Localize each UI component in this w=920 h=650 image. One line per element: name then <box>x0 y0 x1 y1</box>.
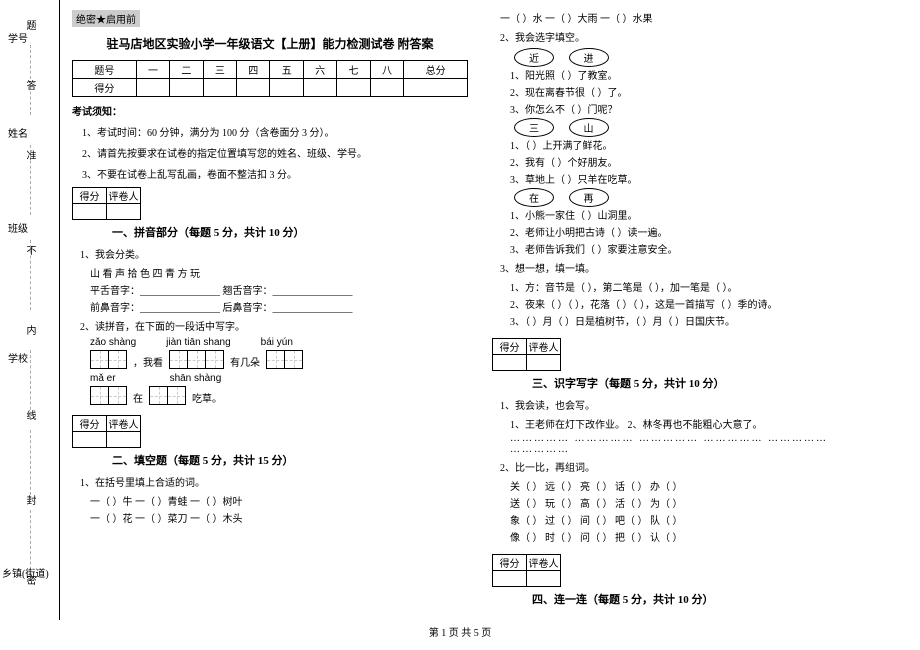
char-boxes-row: 在 吃草。 <box>90 386 468 405</box>
row-label: 得分 <box>73 79 137 97</box>
margin-inner: 线 <box>22 410 37 428</box>
confidential-stamp: 绝密★启用前 <box>72 10 140 27</box>
right-column: 一（ ）水 一（ ）大雨 一（ ）水果 2、我会选字填空。 近 进 1、阳光照（… <box>480 0 900 620</box>
q1-1-line: 平舌音字：________________ 翘舌音字：_____________… <box>90 282 468 297</box>
exam-rules: 1、考试时间：60 分钟，满分为 100 分（含卷面分 3 分）。 2、请首先按… <box>82 124 468 181</box>
q2-1: 1、在括号里填上合适的词。 <box>80 474 468 489</box>
th: 题号 <box>73 61 137 79</box>
pinyin-row: mǎ er shān shàng <box>90 373 468 384</box>
section-2-title: 二、填空题（每题 5 分，共计 15 分） <box>112 452 468 468</box>
rule: 3、不要在试卷上乱写乱画，卷面不整洁扣 3 分。 <box>82 166 468 181</box>
margin-inner: 题 <box>22 20 37 38</box>
score-table: 题号 一 二 三 四 五 六 七 八 总分 得分 <box>72 60 468 97</box>
q1-1-chars: 山 看 声 拾 色 四 青 方 玩 <box>90 265 468 280</box>
notice-title: 考试须知： <box>72 103 468 118</box>
margin-inner: 密 <box>22 575 37 593</box>
char-boxes-row: ，我看 有几朵 <box>90 350 468 369</box>
oval-pair: 近 进 <box>508 48 888 67</box>
oval-pair: 在 再 <box>508 188 888 207</box>
choice-oval: 再 <box>569 188 609 207</box>
rule: 1、考试时间：60 分钟，满分为 100 分（含卷面分 3 分）。 <box>82 124 468 139</box>
binding-margin: 学号 题 答 姓名 准 班级 不 内 学校 线 封 乡镇(街道) 密 <box>0 0 60 620</box>
q3-1-line: 1、王老师在灯下改作业。 2、林冬再也不能粗心大意了。 <box>510 416 888 431</box>
margin-label: 学校 <box>8 350 28 365</box>
choice-oval: 进 <box>569 48 609 67</box>
q2-3: 3、想一想，填一填。 <box>500 260 888 275</box>
choice-oval: 三 <box>514 118 554 137</box>
page-footer: 第 1 页 共 5 页 <box>0 624 920 639</box>
rule: 2、请首先按要求在试卷的指定位置填写您的姓名、班级、学号。 <box>82 145 468 160</box>
margin-inner: 答 <box>22 80 37 98</box>
section-4-title: 四、连一连（每题 5 分，共计 10 分） <box>532 591 888 607</box>
choice-oval: 山 <box>569 118 609 137</box>
left-column: 绝密★启用前 驻马店地区实验小学一年级语文【上册】能力检测试卷 附答案 题号 一… <box>60 0 480 620</box>
score-box: 得分评卷人 <box>492 338 561 371</box>
pinyin-row: zǎo shàng jiàn tiān shang bái yún <box>90 337 468 348</box>
fill-line: 一（ ）水 一（ ）大雨 一（ ）水果 <box>500 10 888 25</box>
margin-label: 班级 <box>8 220 28 235</box>
fill-line: 一（ ）牛 一（ ）青蛙 一（ ）树叶 <box>90 493 468 508</box>
q3-2: 2、比一比，再组词。 <box>500 459 888 474</box>
margin-inner: 内 <box>22 325 37 343</box>
choice-oval: 近 <box>514 48 554 67</box>
q1-1-line: 前鼻音字：________________ 后鼻音字：_____________… <box>90 299 468 314</box>
q1-1: 1、我会分类。 <box>80 246 468 261</box>
q2-2: 2、我会选字填空。 <box>500 29 888 44</box>
score-box: 得分评卷人 <box>492 554 561 587</box>
fill-line: 一（ ）花 一（ ）菜刀 一（ ）木头 <box>90 510 468 525</box>
section-1-title: 一、拼音部分（每题 5 分，共计 10 分） <box>112 224 468 240</box>
margin-label: 姓名 <box>8 125 28 140</box>
q3-1: 1、我会读，也会写。 <box>500 397 888 412</box>
oval-pair: 三 山 <box>508 118 888 137</box>
dotted-blank: …………… …………… …………… …………… …………… …………… <box>510 433 888 455</box>
section-3-title: 三、识字写字（每题 5 分，共计 10 分） <box>532 375 888 391</box>
exam-title: 驻马店地区实验小学一年级语文【上册】能力检测试卷 附答案 <box>72 35 468 52</box>
score-box: 得分评卷人 <box>72 187 141 220</box>
q1-2: 2、读拼音，在下面的一段话中写字。 <box>80 318 468 333</box>
score-box: 得分评卷人 <box>72 415 141 448</box>
choice-oval: 在 <box>514 188 554 207</box>
